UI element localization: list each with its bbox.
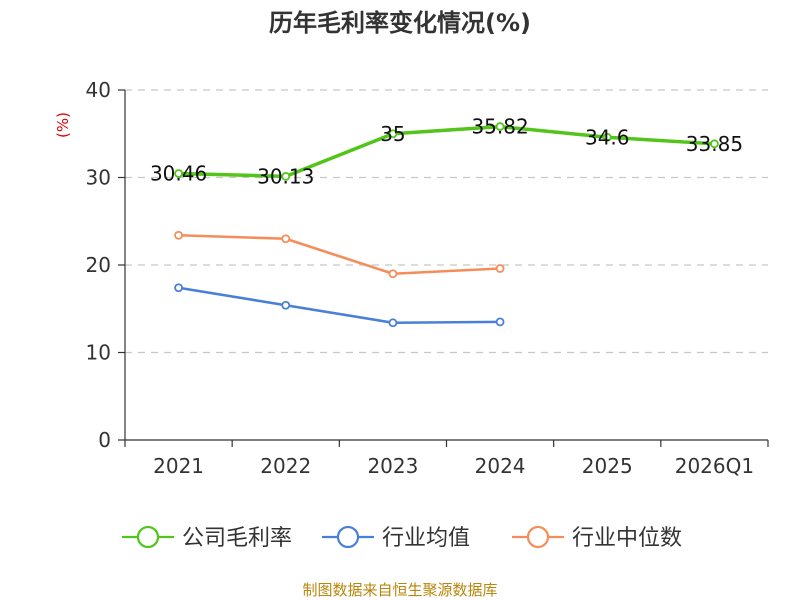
data-point bbox=[281, 171, 291, 181]
data-point bbox=[388, 269, 398, 279]
series-lines bbox=[174, 122, 719, 328]
x-tick-label: 2022 bbox=[260, 454, 311, 478]
data-point bbox=[281, 300, 291, 310]
series-line bbox=[177, 286, 502, 325]
x-tick-label: 2025 bbox=[582, 454, 633, 478]
data-point bbox=[174, 230, 183, 240]
y-tick-label: 40 bbox=[86, 78, 111, 102]
data-point bbox=[495, 122, 505, 131]
chart-title: 历年毛利率变化情况(%) bbox=[269, 9, 531, 37]
legend-label: 行业均值 bbox=[382, 526, 470, 551]
data-label: 35.82 bbox=[471, 115, 528, 139]
legend-item[interactable]: 行业中位数 bbox=[512, 525, 682, 551]
data-label: 35 bbox=[380, 122, 405, 146]
data-labels: 30.46 30.13 35 35.82 34.6 33.85 bbox=[150, 115, 743, 189]
legend-marker bbox=[136, 525, 160, 549]
legend-item[interactable]: 公司毛利率 bbox=[122, 525, 292, 551]
series-line bbox=[177, 233, 502, 276]
y-axis-label: (%) bbox=[54, 112, 72, 138]
data-label: 30.13 bbox=[257, 164, 314, 188]
data-point bbox=[174, 169, 183, 178]
data-point bbox=[495, 317, 505, 327]
x-tick-label: 2024 bbox=[475, 454, 526, 478]
data-label: 30.46 bbox=[150, 161, 207, 185]
legend-label: 公司毛利率 bbox=[182, 526, 292, 551]
y-tick-label: 10 bbox=[86, 341, 111, 365]
legend-marker bbox=[336, 525, 360, 549]
x-tick-label: 2023 bbox=[367, 454, 418, 478]
data-point bbox=[281, 234, 291, 244]
y-tick-label: 20 bbox=[86, 253, 111, 277]
y-tick-label: 30 bbox=[86, 166, 111, 190]
x-tick-label: 2021 bbox=[153, 454, 204, 478]
y-tick-labels: 0 10 20 30 40 bbox=[86, 78, 111, 452]
axes bbox=[118, 89, 769, 447]
source-note: 制图数据来自恒生聚源数据库 bbox=[302, 581, 497, 599]
data-point bbox=[710, 139, 719, 149]
x-tick-label: 2026Q1 bbox=[675, 454, 754, 478]
y-tick-label: 0 bbox=[98, 428, 111, 452]
data-label: 34.6 bbox=[585, 125, 630, 149]
x-tick-labels: 2021 2022 2023 2024 2025 2026Q1 bbox=[153, 454, 754, 478]
data-point bbox=[388, 318, 398, 328]
data-point bbox=[388, 129, 398, 139]
data-point bbox=[495, 264, 505, 273]
series-line bbox=[176, 124, 717, 179]
legend-item[interactable]: 行业均值 bbox=[322, 525, 470, 551]
legend[interactable]: 公司毛利率 行业均值 行业中位数 bbox=[122, 525, 682, 551]
data-point bbox=[174, 283, 183, 293]
legend-marker bbox=[526, 525, 550, 549]
legend-label: 行业中位数 bbox=[572, 526, 682, 551]
gridlines bbox=[125, 89, 768, 354]
data-label: 33.85 bbox=[686, 132, 743, 156]
data-point bbox=[602, 132, 612, 142]
